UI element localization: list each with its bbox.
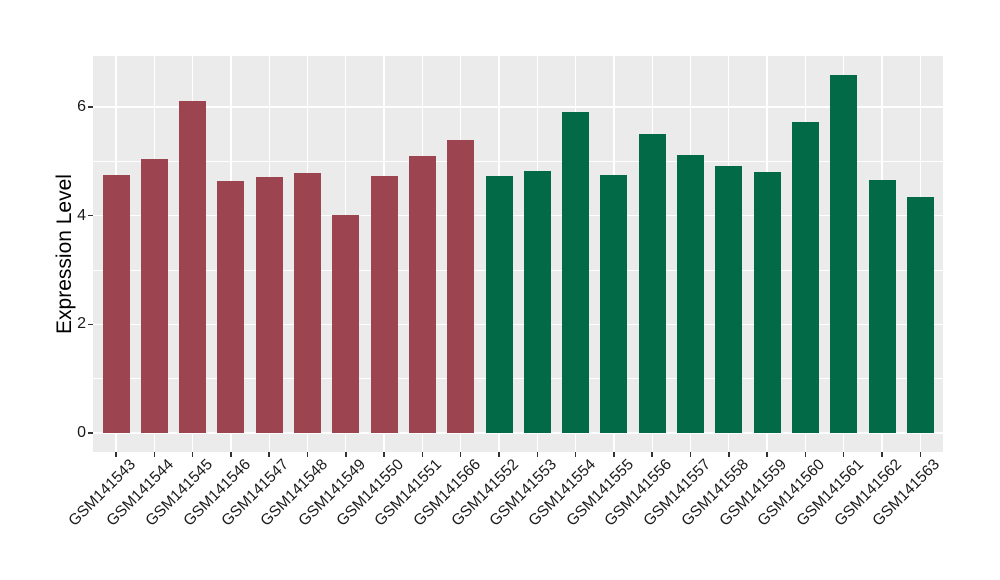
bar-GSM141543 xyxy=(102,174,130,433)
bar-GSM141566 xyxy=(447,140,475,433)
bar-GSM141552 xyxy=(485,176,513,433)
bar-GSM141561 xyxy=(830,74,858,433)
x-tick-mark-GSM141543 xyxy=(115,452,117,457)
bar-GSM141545 xyxy=(179,101,207,433)
bar-GSM141550 xyxy=(370,176,398,433)
y-tick-label: 0 xyxy=(77,424,86,441)
x-tick-mark-GSM141552 xyxy=(498,452,500,457)
bar-GSM141546 xyxy=(217,180,245,433)
gridline-major-y-0 xyxy=(93,432,943,434)
bar-GSM141544 xyxy=(140,159,168,433)
bar-GSM141555 xyxy=(600,174,628,433)
bar-GSM141557 xyxy=(677,154,704,433)
x-tick-mark-GSM141562 xyxy=(881,452,883,457)
x-tick-mark-GSM141549 xyxy=(345,452,347,457)
x-tick-mark-GSM141558 xyxy=(728,452,730,457)
x-tick-mark-GSM141563 xyxy=(919,452,922,457)
gridline-major-y-2 xyxy=(93,323,943,326)
bar-GSM141547 xyxy=(255,177,283,433)
bar-GSM141549 xyxy=(332,214,360,433)
x-tick-mark-GSM141561 xyxy=(842,452,845,457)
y-tick-label: 6 xyxy=(77,98,86,115)
y-tick-mark-4 xyxy=(88,214,93,217)
y-tick-mark-2 xyxy=(88,323,93,326)
x-tick-mark-GSM141559 xyxy=(766,452,768,457)
x-tick-mark-GSM141554 xyxy=(574,452,577,457)
x-tick-mark-GSM141553 xyxy=(536,452,539,457)
x-tick-mark-GSM141555 xyxy=(613,452,615,457)
y-axis-title: Expression Level xyxy=(53,174,76,334)
x-tick-mark-GSM141547 xyxy=(268,452,270,457)
x-tick-mark-GSM141548 xyxy=(306,452,309,457)
y-tick-label: 2 xyxy=(77,315,86,333)
bar-GSM141563 xyxy=(906,196,934,433)
y-tick-label: 4 xyxy=(77,206,86,224)
x-tick-mark-GSM141551 xyxy=(421,452,424,457)
x-tick-mark-GSM141545 xyxy=(191,452,194,457)
bar-GSM141560 xyxy=(791,122,819,433)
y-tick-mark-0 xyxy=(88,432,93,434)
gridline-minor-y-3 xyxy=(93,269,943,271)
x-tick-mark-GSM141550 xyxy=(383,452,385,457)
bar-GSM141551 xyxy=(408,155,436,433)
bar-GSM141553 xyxy=(523,171,551,433)
x-tick-mark-GSM141557 xyxy=(689,452,692,457)
x-tick-mark-GSM141566 xyxy=(459,452,462,457)
x-tick-mark-GSM141560 xyxy=(804,452,807,457)
x-tick-mark-GSM141556 xyxy=(651,452,653,457)
y-tick-mark-6 xyxy=(88,106,93,108)
bar-GSM141556 xyxy=(638,134,666,433)
bar-GSM141548 xyxy=(294,172,321,433)
gridline-major-y-4 xyxy=(93,214,943,217)
x-tick-mark-GSM141544 xyxy=(153,452,156,457)
bar-GSM141559 xyxy=(753,172,781,433)
gridline-major-y-6 xyxy=(93,106,943,108)
gridline-minor-y-5 xyxy=(93,160,943,162)
bar-GSM141558 xyxy=(715,166,743,433)
plot-panel xyxy=(93,56,943,452)
x-tick-mark-GSM141546 xyxy=(230,452,232,457)
gridline-minor-y-1 xyxy=(93,378,943,380)
bar-GSM141554 xyxy=(562,111,590,433)
bar-GSM141562 xyxy=(868,179,896,433)
